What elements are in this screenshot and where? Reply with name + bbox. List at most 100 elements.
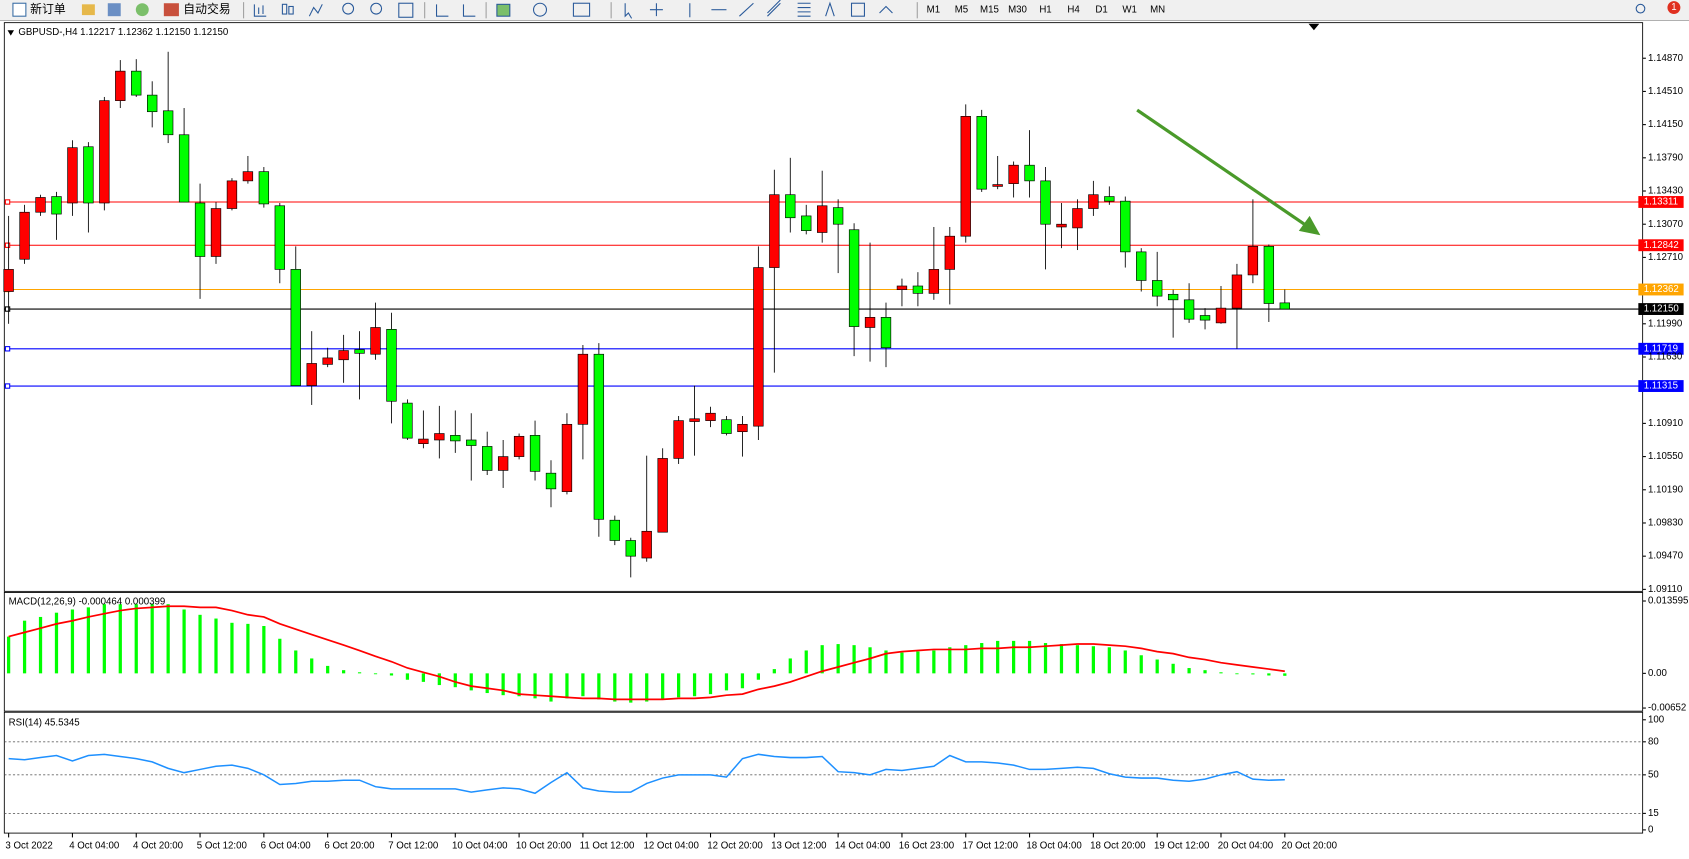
macd-bar [373, 673, 378, 675]
macd-bar [246, 623, 250, 674]
x-tick-label: 20 Oct 04:00 [1218, 841, 1274, 852]
candle-body [162, 110, 174, 136]
macd-bar [150, 604, 154, 674]
macd-bar [916, 651, 920, 674]
timeframe-button[interactable]: D1 [1095, 4, 1107, 15]
candle-body [880, 317, 892, 349]
timeframe-button[interactable]: W1 [1122, 4, 1137, 15]
macd-bar [485, 673, 489, 694]
macd-bar [182, 609, 186, 674]
timeframe-button[interactable]: H1 [1039, 4, 1051, 15]
y-tick-label: 1.09470 [1648, 551, 1684, 562]
candle-body [210, 208, 222, 257]
timeframe-button[interactable]: M30 [1008, 4, 1027, 15]
macd-bar [1187, 668, 1191, 674]
candle-body [83, 146, 94, 204]
x-tick-label: 12 Oct 20:00 [707, 841, 763, 852]
candle-body [960, 115, 971, 237]
trend-arrow-head[interactable] [1298, 215, 1321, 236]
level-tag [1638, 239, 1684, 252]
new-order-icon[interactable] [12, 2, 27, 17]
level-anchor[interactable] [4, 346, 11, 352]
x-tick-label: 4 Oct 04:00 [69, 841, 120, 852]
level-tag-label: 1.11315 [1644, 381, 1678, 392]
candle-body [801, 215, 812, 231]
macd-bar [1267, 673, 1271, 676]
macd-bar [437, 673, 441, 686]
macd-bar [836, 644, 840, 674]
new-order-button[interactable]: 新订单 [30, 2, 66, 16]
x-tick-label: 6 Oct 20:00 [324, 841, 375, 852]
y-tick-label: 1.10550 [1648, 451, 1684, 462]
candle-body [1247, 246, 1259, 276]
auto-trading-icon[interactable] [163, 3, 179, 17]
candle-body [817, 205, 828, 233]
level-anchor[interactable] [4, 199, 11, 205]
y-tick-label: 1.14870 [1648, 53, 1684, 64]
macd-bar [804, 650, 808, 674]
plot-area: 1.13311 1.12842 1.12362 1.12150 1.11719 1.113… [3, 27, 1688, 852]
macd-bar [102, 604, 106, 674]
y-tick-label: 0.00 [1648, 668, 1667, 679]
trend-arrow[interactable] [1136, 108, 1308, 227]
notification-badge[interactable] [1667, 1, 1681, 15]
candle-body [705, 412, 716, 421]
macd-bar [342, 670, 346, 674]
macd-bar [1203, 670, 1207, 674]
timeframe-bar: M1 M5 M15 M30 H1 H4 D1 W1 MN [927, 4, 1165, 15]
macd-bar [820, 645, 824, 674]
macd-bar [453, 673, 457, 688]
x-tick-label: 11 Oct 12:00 [580, 841, 635, 852]
toolbar-icon[interactable] [81, 4, 95, 16]
level-tag [1638, 380, 1684, 392]
x-tick-label: 7 Oct 12:00 [388, 841, 439, 852]
symbol-menu-marker[interactable] [7, 30, 15, 36]
candle-body [258, 171, 270, 205]
macd-bar [1091, 646, 1095, 674]
x-tick-label: 6 Oct 04:00 [261, 841, 312, 852]
macd-bar [996, 640, 1000, 674]
y-tick-label: 80 [1648, 736, 1659, 747]
timeframe-button[interactable]: M1 [927, 4, 940, 15]
candle-body [928, 269, 940, 294]
timeframe-button[interactable]: MN [1150, 4, 1165, 15]
candle-body [370, 327, 381, 355]
candle-body [226, 180, 238, 209]
candle-body [67, 147, 78, 204]
macd-bar [549, 673, 553, 702]
x-tick-label: 20 Oct 20:00 [1282, 841, 1338, 852]
auto-trading-button[interactable]: 自动交易 [183, 2, 230, 16]
candle-body [545, 472, 557, 490]
candle-body [753, 267, 764, 427]
y-tick-label: 100 [1648, 714, 1665, 725]
candle-body [290, 269, 301, 386]
chart-tools[interactable] [253, 0, 918, 19]
timeframe-button[interactable]: H4 [1067, 4, 1080, 15]
level-anchor[interactable] [4, 242, 11, 248]
timeframe-button[interactable]: M15 [980, 4, 999, 15]
y-tick-label: 50 [1648, 769, 1659, 780]
toolbar-icon[interactable] [135, 3, 149, 17]
candle-body [944, 235, 955, 270]
candle-body [1120, 200, 1131, 253]
level-tag [1638, 283, 1684, 296]
level-anchor[interactable] [4, 306, 11, 312]
macd-bar [1059, 644, 1064, 674]
macd-bar [1171, 663, 1175, 674]
candle-body [673, 420, 684, 459]
candle-body [450, 435, 461, 442]
level-tag [1638, 196, 1684, 208]
macd-bar [533, 673, 537, 699]
chart-shift-marker[interactable] [1308, 23, 1320, 31]
timeframe-button[interactable]: M5 [955, 4, 968, 15]
candle-body [625, 540, 636, 557]
search-icon[interactable] [1635, 3, 1646, 14]
candle-body [513, 435, 525, 457]
candle-body [1279, 302, 1290, 310]
toolbar-icon[interactable] [107, 3, 121, 17]
y-tick-label: 1.14150 [1648, 119, 1684, 130]
y-tick-label: 1.11630 [1648, 352, 1683, 363]
level-anchor[interactable] [4, 383, 11, 389]
candle-body [609, 519, 620, 541]
y-tick-label: 1.09110 [1648, 584, 1683, 595]
